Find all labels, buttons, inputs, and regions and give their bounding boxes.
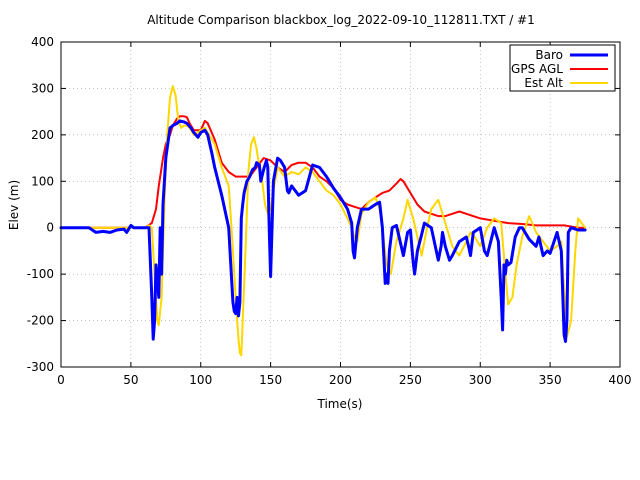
- x-axis-label: Time(s): [317, 397, 363, 411]
- x-tick-label: 300: [469, 373, 492, 387]
- y-axis-label: Elev (m): [7, 180, 21, 230]
- legend-label: GPS AGL: [511, 62, 563, 76]
- y-tick-label: -200: [27, 314, 54, 328]
- x-tick-label: 250: [399, 373, 422, 387]
- x-tick-label: 200: [329, 373, 352, 387]
- x-tick-label: 400: [609, 373, 632, 387]
- y-tick-label: 0: [46, 221, 54, 235]
- legend-label: Est Alt: [524, 76, 563, 90]
- x-tick-label: 50: [123, 373, 138, 387]
- series-line-baro: [59, 119, 587, 343]
- legend-label: Baro: [535, 48, 563, 62]
- y-tick-label: 100: [31, 174, 54, 188]
- y-tick-label: -100: [27, 267, 54, 281]
- y-tick-label: 200: [31, 128, 54, 142]
- series-lines: [59, 85, 587, 357]
- x-tick-label: 0: [57, 373, 65, 387]
- series-line-gps-agl: [60, 115, 587, 229]
- x-tick-label: 100: [189, 373, 212, 387]
- x-tick-label: 150: [259, 373, 282, 387]
- y-tick-label: 300: [31, 81, 54, 95]
- series-line-est-alt: [60, 85, 587, 357]
- x-tick-label: 350: [539, 373, 562, 387]
- y-tick-label: 400: [31, 35, 54, 49]
- chart-title: Altitude Comparison blackbox_log_2022-09…: [147, 13, 535, 27]
- plot-frame: [60, 41, 621, 368]
- y-tick-label: -300: [27, 360, 54, 374]
- tick-labels: 0 50 100 150 200 250 300 350 400 -300 -200 -100 0 100…: [27, 35, 632, 387]
